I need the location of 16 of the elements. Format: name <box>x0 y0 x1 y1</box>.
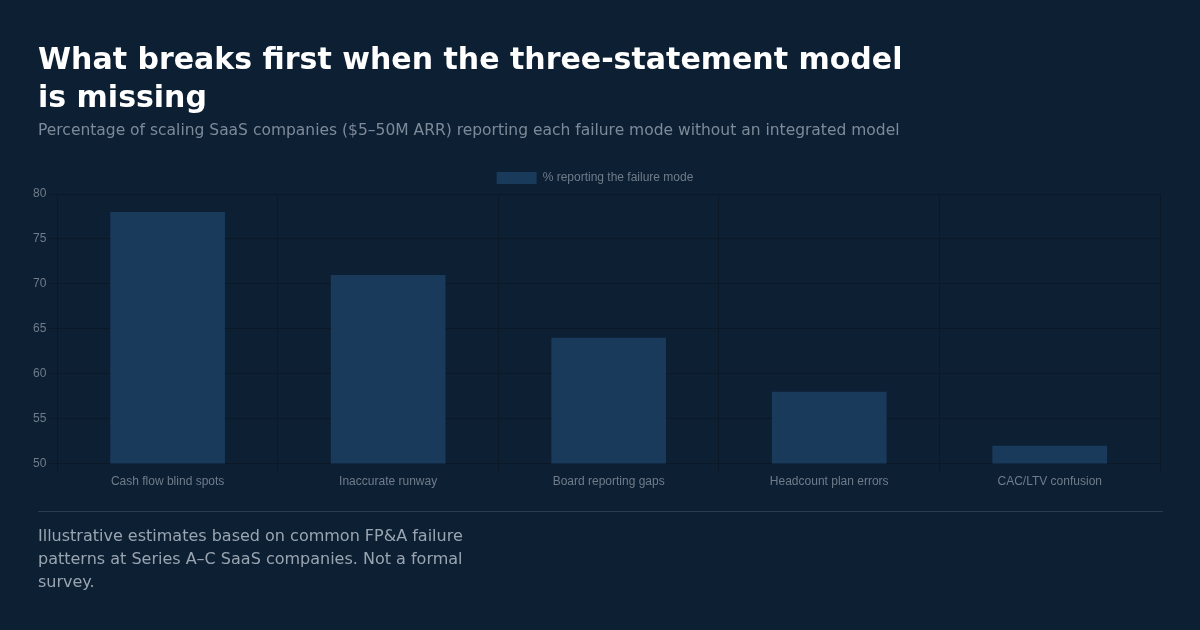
y-tick-label: 80 <box>32 186 47 201</box>
y-tick-label: 60 <box>32 366 47 381</box>
chart-subtitle: Percentage of scaling SaaS companies ($5–50M ARR) reporting each failure mode without an integrated model <box>38 121 900 139</box>
x-tick-label: Headcount plan errors <box>769 474 889 489</box>
x-tick-label: Inaccurate runway <box>339 474 438 489</box>
x-tick-label: CAC/LTV confusion <box>997 474 1102 489</box>
x-tick-label: Cash flow blind spots <box>110 474 225 489</box>
y-tick-label: 70 <box>32 276 47 291</box>
y-tick-label: 75 <box>32 231 47 246</box>
y-tick-label: 55 <box>32 410 47 425</box>
text: Illustrative estimates based on common FP&A failure patterns at Series A–C SaaS companies. Not a formal survey. <box>38 525 464 593</box>
y-tick-label: 65 <box>32 321 47 336</box>
y-tick-label: 50 <box>32 455 47 470</box>
legend-label: % reporting the failure mode <box>542 170 694 185</box>
chart-title: What breaks first when the three-statement model is missing <box>38 40 904 116</box>
x-tick-label: Board reporting gaps <box>552 474 665 489</box>
